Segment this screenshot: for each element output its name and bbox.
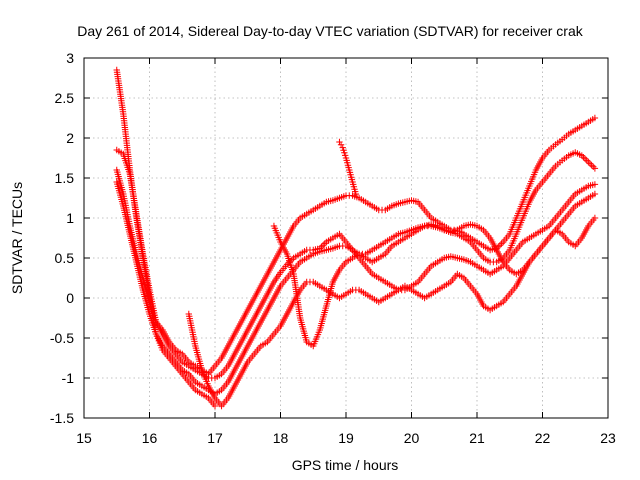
chart-title: Day 261 of 2014, Sidereal Day-to-day VTE…: [77, 23, 583, 39]
data-point: [591, 181, 599, 188]
y-tick-label: 2.5: [55, 90, 75, 106]
x-tick-label: 19: [338, 430, 354, 446]
x-tick-label: 21: [469, 430, 485, 446]
y-tick-label: 1.5: [55, 170, 75, 186]
grid-layer: [84, 58, 608, 418]
data-point: [591, 114, 599, 122]
y-tick-label: 0: [66, 290, 74, 306]
x-tick-label: 23: [600, 430, 616, 446]
x-tick-label: 20: [404, 430, 420, 446]
data-layer: [113, 66, 599, 410]
x-tick-label: 15: [76, 430, 92, 446]
x-tick-label: 17: [207, 430, 223, 446]
data-point: [591, 190, 599, 198]
data-point: [591, 165, 599, 172]
y-tick-label: 1: [66, 210, 74, 226]
x-tick-label: 16: [142, 430, 158, 446]
y-tick-label: -1.5: [50, 410, 74, 426]
series-track-6: [270, 190, 599, 350]
y-tick-label: 3: [66, 50, 74, 66]
y-tick-label: 0.5: [55, 250, 75, 266]
y-tick-label: -1: [62, 370, 75, 386]
y-tick-label: 2: [66, 130, 74, 146]
y-tick-label: -0.5: [50, 330, 74, 346]
y-axis-label: SDTVAR / TECUs: [9, 182, 25, 294]
data-point: [591, 214, 599, 222]
x-axis-label: GPS time / hours: [292, 457, 399, 473]
data-point: [352, 190, 360, 198]
series-track-3: [113, 149, 599, 382]
data-point: [211, 402, 219, 410]
x-tick-label: 18: [273, 430, 289, 446]
x-tick-label: 22: [535, 430, 551, 446]
series-track-7: [336, 138, 360, 198]
tick-layer: 15 16 17 18 19 20 21 22 23 -1.5 -1 -0.5 0 0.5 1 1.5 2 2.5…: [50, 50, 616, 446]
